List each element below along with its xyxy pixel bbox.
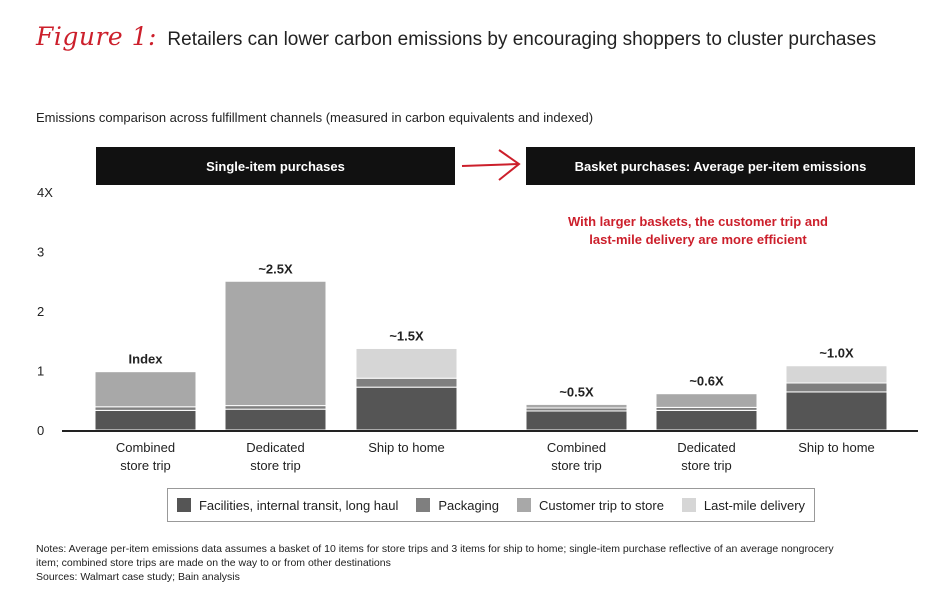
bar-segment-facilities — [94, 409, 197, 431]
legend-label-customer-trip: Customer trip to store — [538, 497, 664, 513]
bar-segment-last-mile — [355, 347, 458, 379]
y-tick-label: 2 — [37, 304, 44, 319]
bar-segment-packaging — [224, 405, 327, 410]
bar-segment-customer-trip — [224, 280, 327, 407]
bar-segment-last-mile — [785, 365, 888, 384]
bar-segment-facilities — [655, 409, 758, 431]
legend-swatch-customer-trip — [516, 498, 531, 512]
y-tick-label: 1 — [37, 364, 44, 379]
figure-title-text: Retailers can lower carbon emissions by … — [167, 29, 877, 50]
legend-swatch-facilities — [176, 498, 191, 512]
x-tick-label: Ship to home — [798, 440, 875, 455]
notes-line-2: item; combined store trips are made on t… — [36, 557, 391, 569]
bar-segment-customer-trip — [525, 403, 628, 409]
legend-item-last-mile: Last-mile delivery — [681, 497, 806, 513]
bar-segment-packaging — [355, 377, 458, 388]
x-tick-label: Combined — [116, 440, 175, 455]
arrow-head — [498, 149, 521, 181]
arrow-icon — [461, 149, 521, 181]
chart-subtitle: Emissions comparison across fulfillment … — [36, 110, 594, 125]
x-tick-label-line2: store trip — [551, 458, 602, 473]
annotation-line1: With larger baskets, the customer trip a… — [568, 214, 828, 229]
legend-item-facilities: Facilities, internal transit, long haul — [176, 497, 399, 513]
legend-item-packaging: Packaging — [416, 498, 499, 513]
bar-segment-packaging — [94, 406, 197, 411]
x-tick-label-line2: store trip — [120, 458, 171, 473]
data-label: ~1.5X — [389, 328, 424, 343]
figure-label: Figure 1: — [36, 22, 157, 51]
bar-segment-facilities — [355, 386, 458, 431]
bar-segment-facilities — [525, 410, 628, 431]
notes-line-1: Notes: Average per-item emissions data a… — [36, 543, 834, 555]
data-label: ~0.5X — [559, 384, 594, 399]
bar-segment-customer-trip — [655, 393, 758, 408]
bar-stacks — [94, 280, 888, 431]
banner-basket: Basket purchases: Average per-item emiss… — [526, 147, 915, 185]
bar-segment-packaging — [785, 382, 888, 393]
x-tick-label: Combined — [547, 440, 606, 455]
x-tick-label-line2: store trip — [250, 458, 301, 473]
data-label: ~0.6X — [689, 374, 724, 389]
legend-label-last-mile: Last-mile delivery — [703, 497, 806, 513]
bar-segment-facilities — [224, 408, 327, 431]
chart-legend: Facilities, internal transit, long haul … — [167, 488, 815, 522]
y-axis-ticks: 0 1 2 3 4X — [37, 185, 53, 438]
bar-segment-facilities — [785, 391, 888, 431]
notes-line-3: Sources: Walmart case study; Bain analys… — [36, 571, 240, 583]
x-tick-label: Ship to home — [368, 440, 445, 455]
x-tick-label-line2: store trip — [681, 458, 732, 473]
arrow-shaft — [461, 163, 519, 167]
banner-single-item: Single-item purchases — [96, 147, 455, 185]
data-label: ~2.5X — [258, 261, 293, 276]
bar-segment-customer-trip — [94, 371, 197, 408]
legend-label-facilities: Facilities, internal transit, long haul — [198, 497, 399, 513]
data-label: Index — [129, 352, 164, 367]
annotation-line2: last-mile delivery are more efficient — [589, 232, 807, 247]
chart-notes: Notes: Average per-item emissions data a… — [36, 542, 916, 584]
legend-label-packaging: Packaging — [438, 497, 500, 513]
y-tick-label: 3 — [37, 245, 44, 260]
data-labels: Index ~2.5X ~1.5X ~0.5X ~0.6X ~1.0X — [129, 261, 854, 399]
x-tick-label: Dedicated — [677, 440, 736, 455]
x-tick-label: Dedicated — [246, 440, 305, 455]
data-label: ~1.0X — [819, 346, 854, 361]
legend-item-customer-trip: Customer trip to store — [516, 497, 664, 513]
y-tick-label: 0 — [37, 423, 44, 438]
legend-swatch-packaging — [416, 498, 431, 512]
y-tick-label: 4X — [37, 185, 53, 200]
legend-swatch-last-mile — [681, 498, 696, 512]
x-axis-labels: Combined store trip Dedicated store trip Shi… — [116, 440, 875, 473]
figure-title: Figure 1: Retailers can lower carbon emi… — [36, 22, 876, 51]
